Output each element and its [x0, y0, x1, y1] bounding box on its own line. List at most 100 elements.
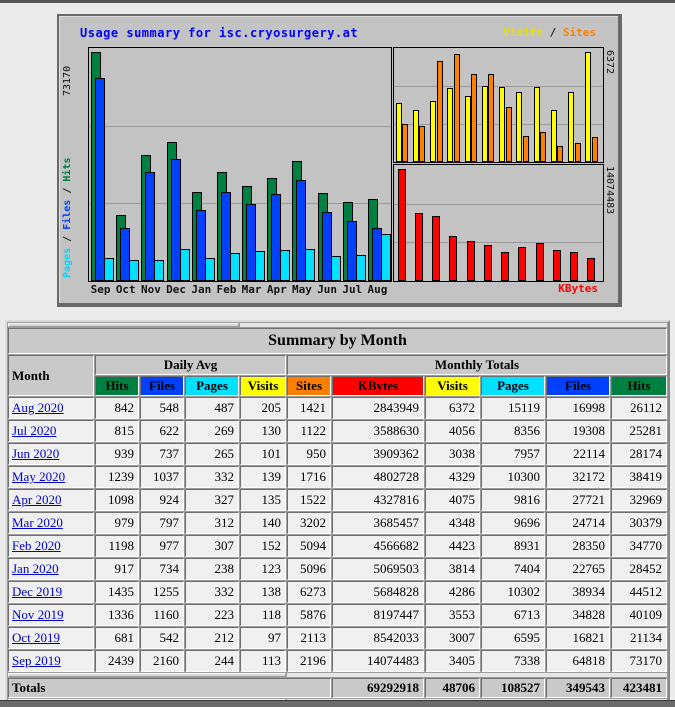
legend-sites-label: Sites — [562, 26, 596, 39]
month-cell: Mar 2020 — [8, 512, 94, 534]
monthly-visits-header: Visits — [425, 376, 480, 396]
value-cell: 265 — [185, 443, 239, 465]
value-cell: 1336 — [95, 604, 139, 626]
files-bar — [322, 212, 332, 281]
kbytes-bar — [398, 169, 406, 281]
value-cell: 4802728 — [332, 466, 424, 488]
value-cell: 950 — [287, 443, 331, 465]
monthly-sites-header: Sites — [287, 376, 331, 396]
month-link[interactable]: Oct 2019 — [12, 630, 61, 645]
month-cell: Oct 2019 — [8, 627, 94, 649]
pages-bar — [280, 250, 290, 281]
month-link[interactable]: Dec 2019 — [12, 584, 63, 599]
files-bar — [95, 78, 105, 281]
sites-bar — [437, 61, 443, 162]
sites-bar — [419, 126, 425, 162]
value-cell: 332 — [185, 581, 239, 603]
value-cell: 1198 — [95, 535, 139, 557]
month-cell: Jul 2020 — [8, 420, 94, 442]
month-link[interactable]: May 2020 — [12, 469, 66, 484]
value-cell: 34828 — [546, 604, 610, 626]
month-label: Mar — [241, 283, 262, 296]
gridline — [394, 123, 603, 125]
kbytes-bar — [432, 216, 440, 281]
value-cell: 3909362 — [332, 443, 424, 465]
visits-bar — [499, 87, 505, 162]
sites-bar — [506, 107, 512, 162]
month-cell: Jan 2020 — [8, 558, 94, 580]
value-cell: 5069503 — [332, 558, 424, 580]
value-cell: 8356 — [481, 420, 545, 442]
month-link[interactable]: Aug 2020 — [12, 400, 64, 415]
value-cell: 3007 — [425, 627, 480, 649]
sites-bar — [592, 137, 598, 162]
value-cell: 10302 — [481, 581, 545, 603]
sites-bar — [575, 143, 581, 162]
visits-bar — [585, 52, 591, 162]
value-cell: 38419 — [611, 466, 667, 488]
totals-kbytes: 69292918 — [332, 678, 424, 698]
month-link[interactable]: Jul 2020 — [12, 423, 57, 438]
value-cell: 924 — [140, 489, 184, 511]
value-cell: 3588630 — [332, 420, 424, 442]
month-link[interactable]: Apr 2020 — [12, 492, 62, 507]
files-bar — [171, 159, 181, 281]
pages-bar — [180, 249, 190, 281]
visits-bar — [534, 87, 540, 162]
value-cell: 10300 — [481, 466, 545, 488]
gridline — [89, 125, 391, 127]
value-cell: 97 — [240, 627, 286, 649]
sites-bar — [557, 146, 563, 162]
value-cell: 6273 — [287, 581, 331, 603]
month-link[interactable]: Jan 2020 — [12, 561, 59, 576]
value-cell: 5096 — [287, 558, 331, 580]
value-cell: 3685457 — [332, 512, 424, 534]
value-cell: 979 — [95, 512, 139, 534]
value-cell: 2843949 — [332, 397, 424, 419]
value-cell: 1098 — [95, 489, 139, 511]
value-cell: 38934 — [546, 581, 610, 603]
column-header-row: Hits Files Pages Visits Sites KBytes Vis… — [8, 376, 667, 396]
value-cell: 939 — [95, 443, 139, 465]
month-cell: Feb 2020 — [8, 535, 94, 557]
monthly-kbytes-header: KBytes — [332, 376, 424, 396]
visits-bar — [465, 96, 471, 162]
value-cell: 16821 — [546, 627, 610, 649]
value-cell: 138 — [240, 581, 286, 603]
daily-hits-header: Hits — [95, 376, 139, 396]
month-cell: Sep 2019 — [8, 650, 94, 672]
pages-bar — [305, 249, 315, 281]
pages-bar — [381, 234, 391, 281]
month-link[interactable]: Feb 2020 — [12, 538, 61, 553]
value-cell: 244 — [185, 650, 239, 672]
sites-bar — [454, 54, 460, 162]
month-link[interactable]: Sep 2019 — [12, 653, 61, 668]
kbytes-bar — [501, 252, 509, 281]
value-cell: 34770 — [611, 535, 667, 557]
value-cell: 8197447 — [332, 604, 424, 626]
month-label: Feb — [216, 283, 237, 296]
value-cell: 4329 — [425, 466, 480, 488]
value-cell: 548 — [140, 397, 184, 419]
table-row: Mar 2020 979 797 312 140 3202 3685457 4348 9696 2… — [8, 512, 667, 534]
table-row: Jun 2020 939 737 265 101 950 3909362 3038 7957 22… — [8, 443, 667, 465]
files-bar — [347, 221, 357, 281]
value-cell: 73170 — [611, 650, 667, 672]
table-row: Oct 2019 681 542 212 97 2113 8542033 3007 6595 16… — [8, 627, 667, 649]
value-cell: 118 — [240, 604, 286, 626]
value-cell: 4566682 — [332, 535, 424, 557]
month-link[interactable]: Nov 2019 — [12, 607, 64, 622]
totals-label: Totals — [8, 678, 331, 698]
page-bottom-edge — [0, 700, 675, 707]
gridline — [394, 85, 603, 87]
table-row: Apr 2020 1098 924 327 135 1522 4327816 4075 9816… — [8, 489, 667, 511]
value-cell: 5684828 — [332, 581, 424, 603]
month-link[interactable]: Mar 2020 — [12, 515, 63, 530]
kbytes-axis-label: KBytes — [558, 282, 598, 295]
month-link[interactable]: Jun 2020 — [12, 446, 60, 461]
month-cell: Jun 2020 — [8, 443, 94, 465]
pages-bar — [230, 253, 240, 281]
table-row: Dec 2019 1435 1255 332 138 6273 5684828 4286 103… — [8, 581, 667, 603]
files-bar — [246, 204, 256, 281]
legend-separator: / — [549, 26, 557, 39]
